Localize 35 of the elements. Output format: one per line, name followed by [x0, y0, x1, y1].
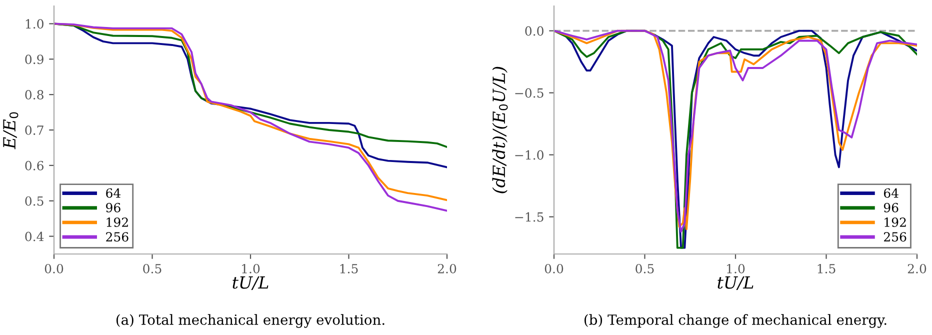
y-tick-label: 0.8: [25, 90, 44, 100]
y-tick-label: 0.6: [25, 160, 44, 170]
x-tick-label: 1.5: [818, 264, 836, 274]
x-axis-title: tU/L: [718, 276, 754, 290]
x-tick-label: 0.0: [544, 264, 564, 274]
y-axis-title: (dE/dt)/(E$_{0}$U/L): [492, 66, 508, 194]
text: (a) Total mechanical energy evolution.: [116, 314, 384, 328]
y-tick-label: 0.9: [25, 54, 44, 64]
x-tick-label: 1.0: [727, 264, 745, 274]
x-tick-label: 1.5: [340, 264, 358, 274]
y-tick-label: 0.7: [25, 125, 44, 135]
y-tick-label: 0.4: [25, 232, 44, 242]
x-tick-label: 2.0: [908, 264, 926, 274]
y-axis-title: E/E$_{0}$: [3, 112, 18, 150]
y-tick-label: 0.0: [525, 26, 544, 36]
text: (b) Temporal change of mechanical energy.: [584, 314, 886, 328]
legend-label: 64: [106, 188, 121, 198]
legend-label: 96: [884, 202, 898, 212]
x-axis-title: tU/L: [232, 276, 268, 290]
legend-label: 96: [106, 202, 120, 212]
y-tick-label: 1.0: [26, 19, 44, 29]
legend-label: 192: [884, 218, 906, 227]
x-tick-label: 0.5: [143, 264, 162, 274]
x-tick-label: 0.5: [636, 264, 654, 274]
x-tick-label: 2.0: [438, 264, 456, 274]
legend-label: 256: [884, 232, 906, 242]
x-tick-label: 1.0: [242, 264, 260, 274]
y-tick-label: 0.5: [25, 196, 44, 206]
y-tick-label: −1.5: [515, 212, 544, 222]
y-tick-label: −0.5: [515, 88, 544, 98]
x-tick-label: 0.0: [44, 264, 64, 274]
legend-label: 256: [106, 232, 128, 242]
legend-label: 64: [884, 188, 898, 198]
legend-label: 192: [106, 218, 128, 227]
y-tick-label: −1.0: [515, 150, 544, 160]
